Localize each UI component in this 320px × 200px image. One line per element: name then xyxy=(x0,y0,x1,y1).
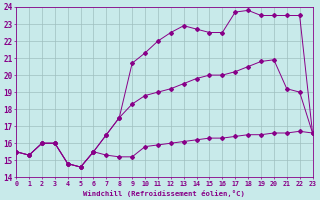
X-axis label: Windchill (Refroidissement éolien,°C): Windchill (Refroidissement éolien,°C) xyxy=(84,190,245,197)
